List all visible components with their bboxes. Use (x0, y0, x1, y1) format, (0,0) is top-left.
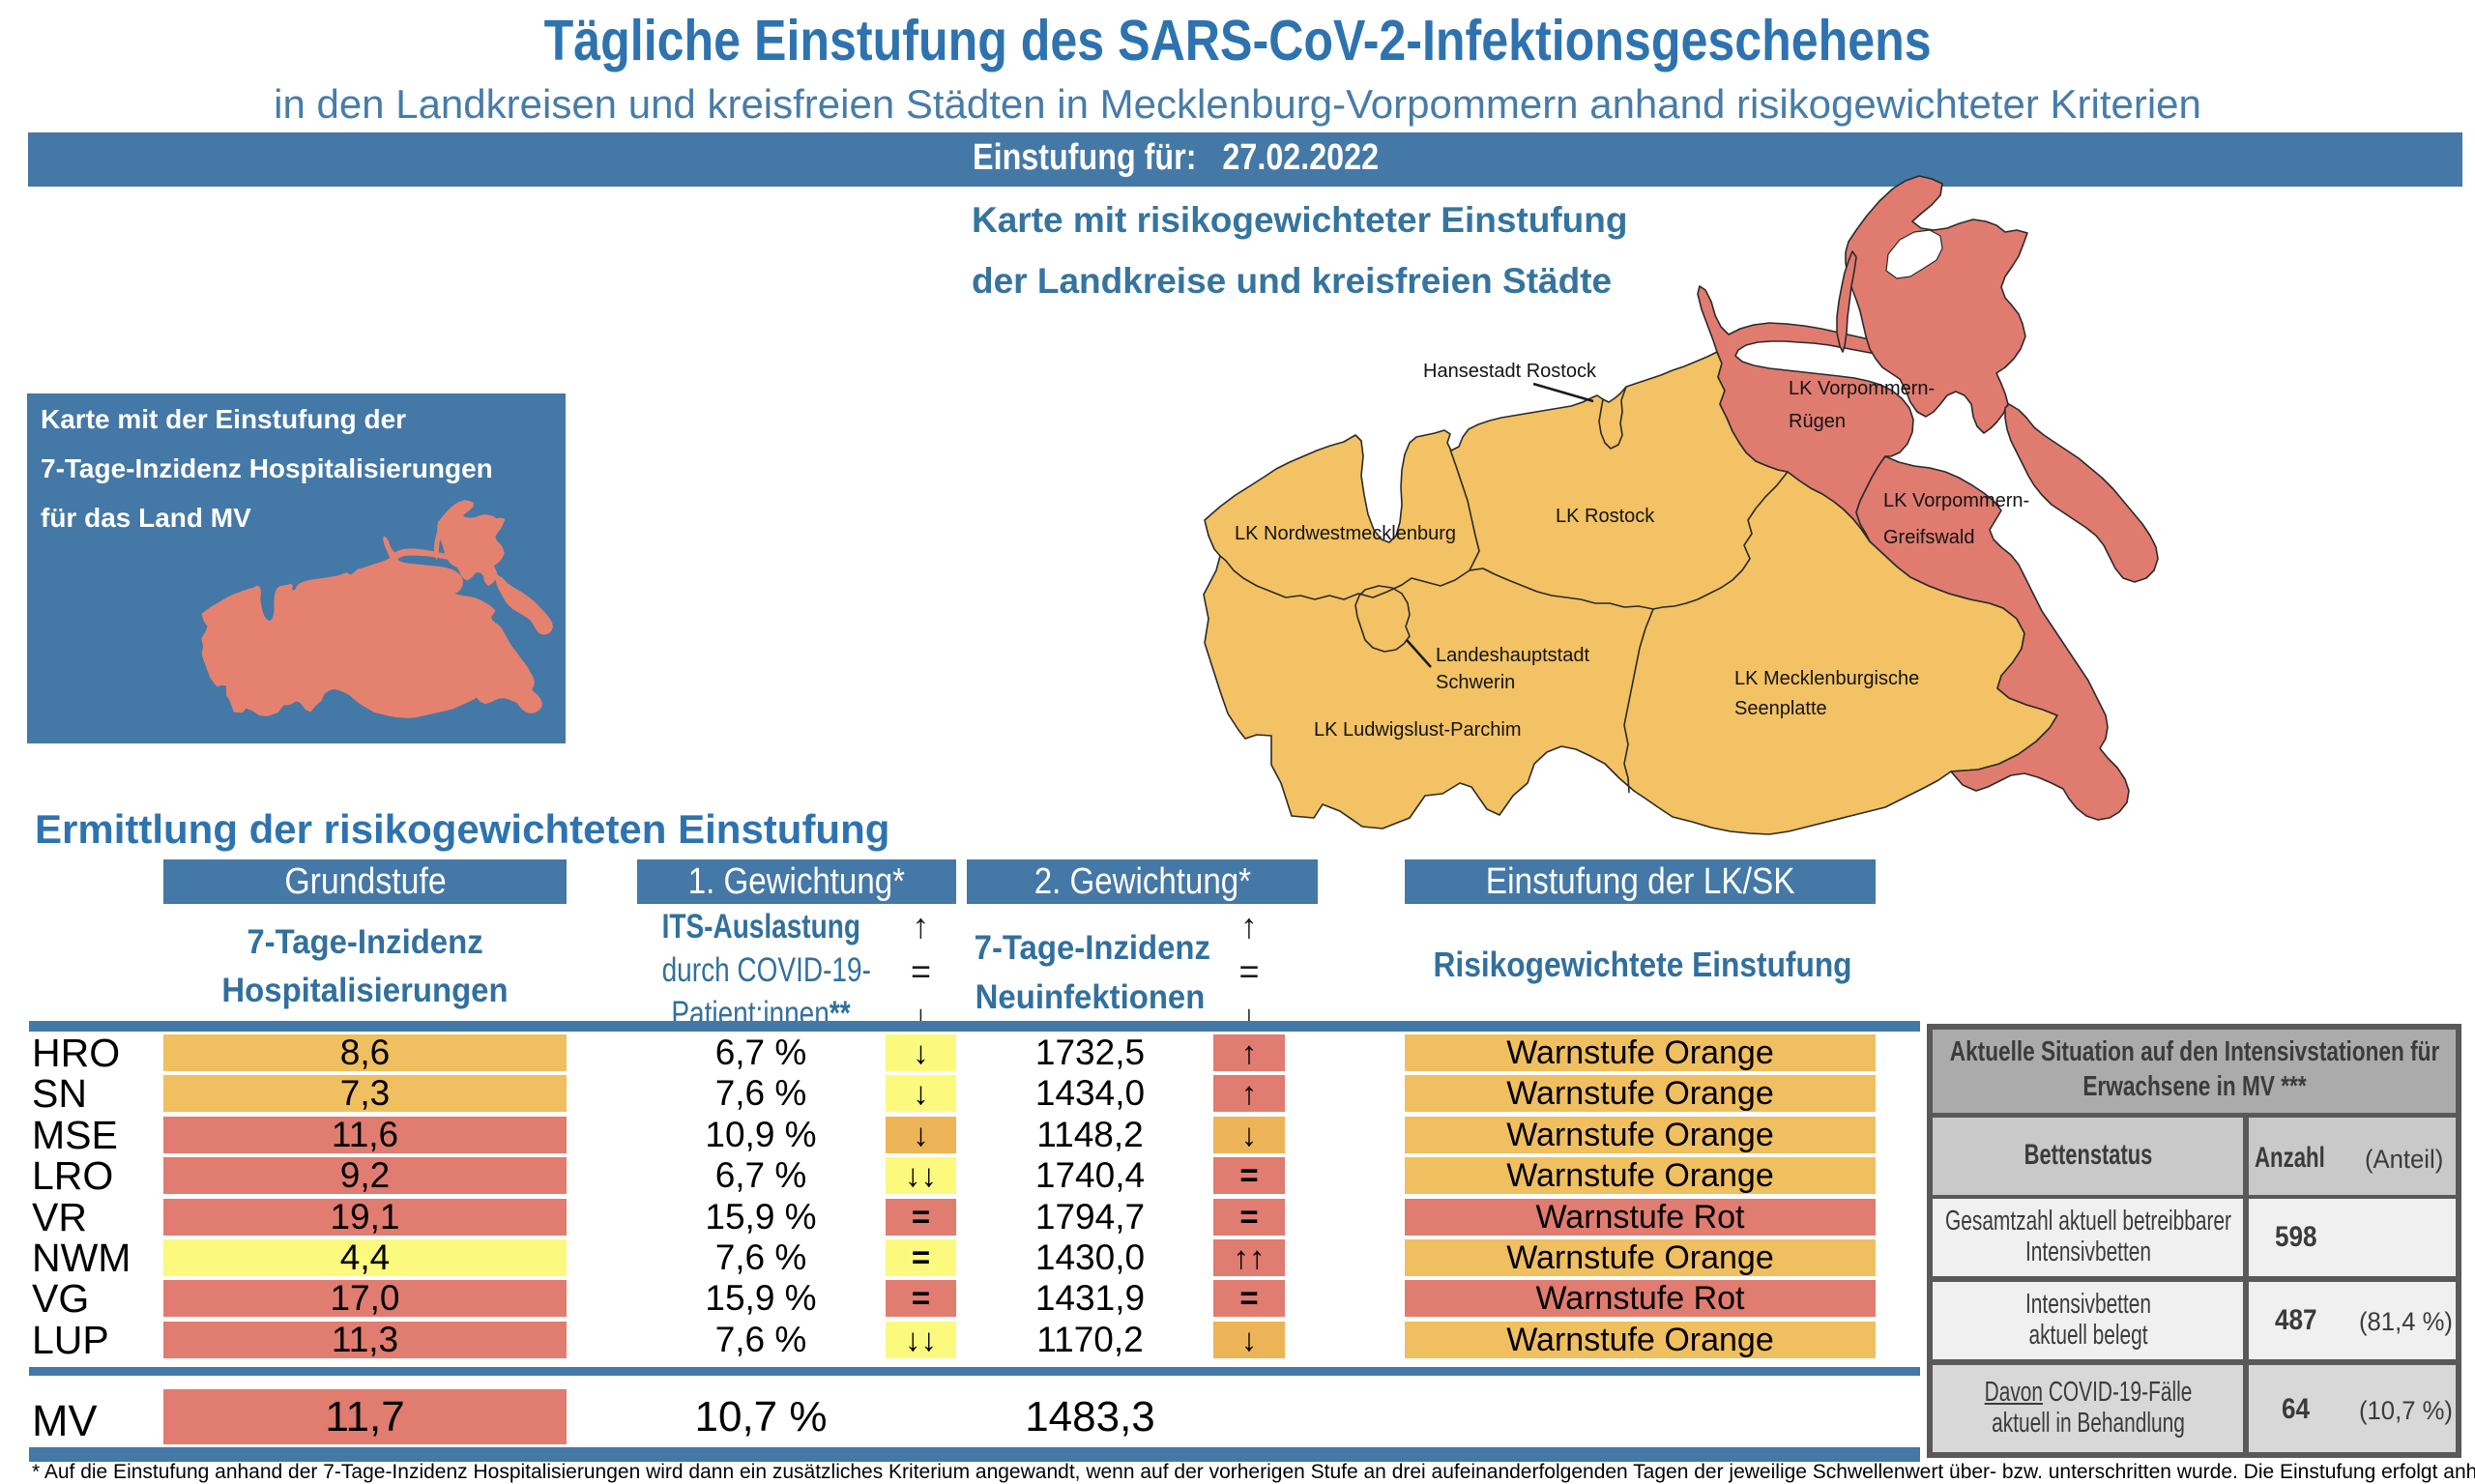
svg-text:Greifswald: Greifswald (1883, 527, 1974, 548)
svg-text:Rügen: Rügen (1789, 411, 1846, 432)
svg-text:LK Mecklenburgische: LK Mecklenburgische (1734, 668, 1919, 689)
svg-text:Schwerin: Schwerin (1436, 672, 1515, 693)
svg-text:Seenplatte: Seenplatte (1734, 698, 1827, 719)
svg-text:LK Ludwigslust-Parchim: LK Ludwigslust-Parchim (1314, 719, 1522, 741)
svg-text:LK Vorpommern-: LK Vorpommern- (1883, 490, 2029, 511)
svg-text:Hansestadt Rostock: Hansestadt Rostock (1423, 361, 1597, 382)
svg-text:LK Vorpommern-: LK Vorpommern- (1789, 378, 1935, 399)
svg-text:LK Rostock: LK Rostock (1556, 506, 1655, 527)
svg-text:Landeshauptstadt: Landeshauptstadt (1436, 645, 1589, 666)
svg-text:LK Nordwestmecklenburg: LK Nordwestmecklenburg (1235, 523, 1456, 544)
